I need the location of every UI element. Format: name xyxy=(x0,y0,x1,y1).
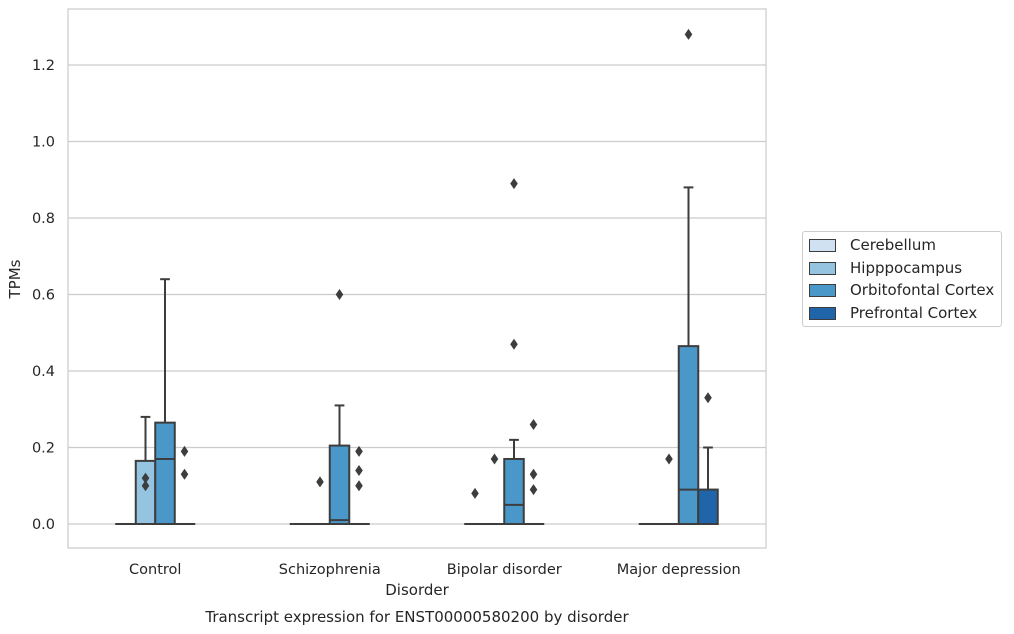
outlier-point xyxy=(141,480,150,492)
box xyxy=(677,345,700,526)
box xyxy=(134,459,157,526)
outlier-point xyxy=(490,453,499,465)
box-glyph xyxy=(464,487,486,526)
outlier-point xyxy=(684,28,693,40)
box-glyph xyxy=(503,178,525,526)
x-axis-label: Disorder xyxy=(385,581,449,599)
box-glyph xyxy=(677,28,700,526)
boxes xyxy=(115,28,719,526)
box-glyph xyxy=(483,453,506,526)
outlier-point xyxy=(529,484,538,496)
outlier-point xyxy=(355,480,363,492)
chart-title: Transcript expression for ENST0000058020… xyxy=(204,608,629,626)
legend-item-cerebellum: Cerebellum xyxy=(809,235,936,255)
y-axis-ticks: 0.0 0.2 0.4 0.6 0.8 1.0 1.2 xyxy=(32,58,55,533)
outlier-point xyxy=(180,468,189,480)
outlier-point xyxy=(355,464,363,476)
outlier-point xyxy=(335,289,344,300)
outlier-point xyxy=(529,419,538,431)
x-tick-label: Schizophrenia xyxy=(279,562,381,578)
legend-swatch-cerebellum xyxy=(809,238,836,252)
legend-swatch-orbitofrontal xyxy=(809,283,836,297)
outlier-point xyxy=(665,453,673,465)
box-glyph xyxy=(328,289,351,525)
box-glyph xyxy=(309,476,331,526)
box-glyph xyxy=(154,278,176,526)
outlier-point xyxy=(316,476,324,488)
legend-item-prefrontal: Prefrontal Cortex xyxy=(809,303,977,323)
y-axis-label: TPMs xyxy=(6,259,24,299)
outlier-point xyxy=(529,468,538,480)
outlier-point xyxy=(510,338,518,350)
y-tick-label: 0.4 xyxy=(32,364,55,380)
legend: Cerebellum Hipppocampus Orbitofontal Cor… xyxy=(802,231,1002,327)
legend-swatch-prefrontal xyxy=(809,306,836,320)
outlier-point xyxy=(704,392,712,404)
legend-item-hippocampus: Hipppocampus xyxy=(809,258,962,278)
outlier-point xyxy=(141,472,150,484)
x-tick-label: Control xyxy=(129,562,181,578)
box-glyph xyxy=(522,419,545,526)
y-tick-label: 0.6 xyxy=(32,288,55,304)
x-tick-label: Bipolar disorder xyxy=(447,562,562,578)
legend-label-prefrontal: Prefrontal Cortex xyxy=(850,304,978,322)
outlier-point xyxy=(510,178,518,190)
box-glyph xyxy=(658,453,680,526)
legend-label-cerebellum: Cerebellum xyxy=(850,236,936,254)
legend-swatch-hippocampus xyxy=(809,261,836,275)
y-tick-label: 0.2 xyxy=(32,441,55,457)
legend-label-hippocampus: Hipppocampus xyxy=(850,259,963,277)
box-glyph xyxy=(173,445,196,526)
box xyxy=(697,488,719,526)
legend-label-orbitofrontal: Orbitofontal Cortex xyxy=(850,281,995,299)
box-glyph xyxy=(348,445,370,526)
x-axis-ticks: Control Schizophrenia Bipolar disorder Majo… xyxy=(129,562,741,578)
y-tick-label: 0.0 xyxy=(32,517,55,533)
box xyxy=(328,444,351,525)
outlier-point xyxy=(180,445,189,457)
outlier-point xyxy=(355,445,363,457)
y-tick-label: 1.0 xyxy=(32,135,55,151)
plot-area-frame xyxy=(67,8,767,549)
outlier-point xyxy=(471,487,479,499)
y-tick-label: 1.2 xyxy=(32,58,55,74)
legend-item-orbitofrontal: Orbitofontal Cortex xyxy=(809,280,994,300)
y-tick-label: 0.8 xyxy=(32,211,55,227)
box xyxy=(154,421,176,526)
x-tick-label: Major depression xyxy=(617,562,741,578)
box-glyph xyxy=(134,415,157,526)
box-glyph xyxy=(697,392,719,526)
box xyxy=(503,457,525,526)
